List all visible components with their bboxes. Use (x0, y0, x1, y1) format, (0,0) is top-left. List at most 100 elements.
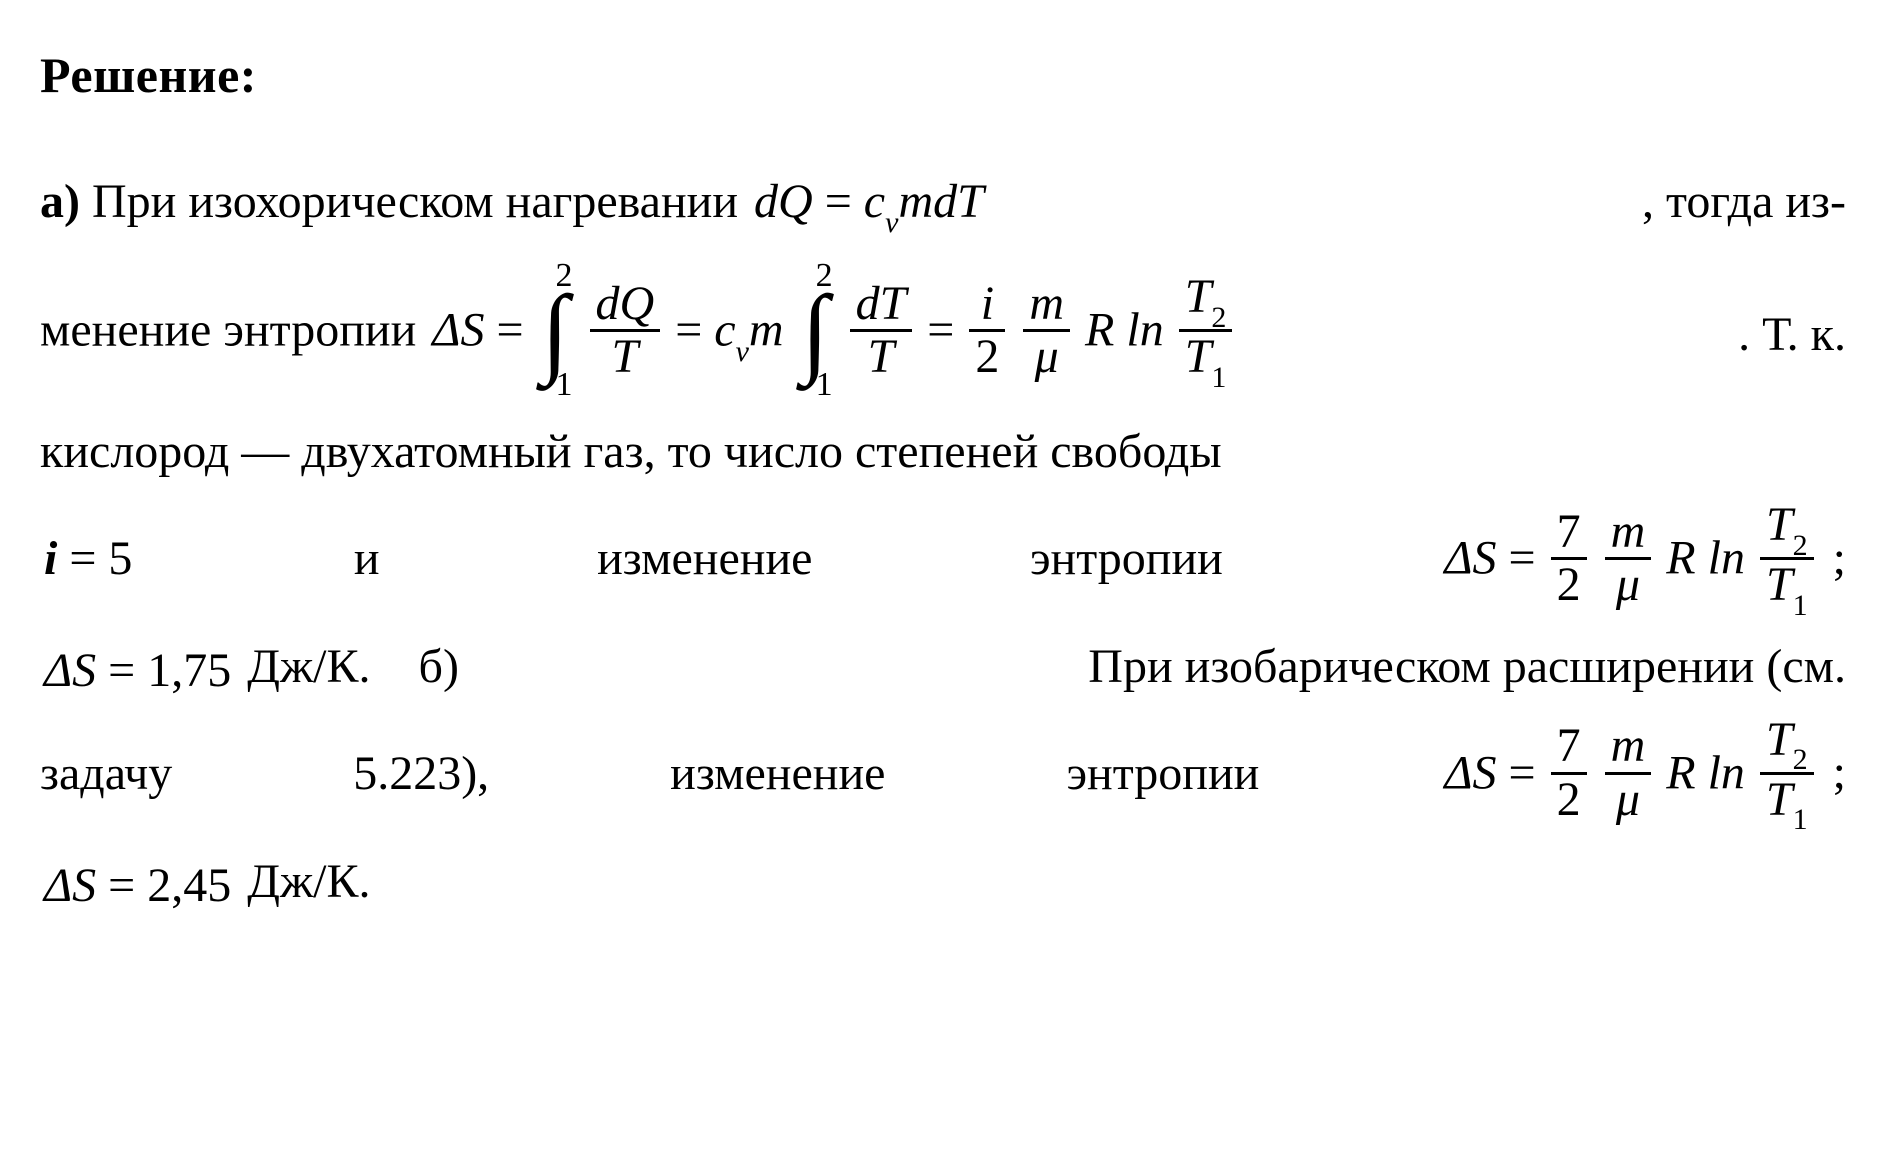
b-t2: задачу (40, 713, 172, 835)
frac2-den: T (850, 332, 913, 382)
bds-ln: ln (1696, 746, 1757, 799)
a-result: ΔS = 1,75 (44, 647, 231, 695)
ar-unit: Дж/К. (247, 640, 370, 693)
bds-T1: T (1766, 773, 1793, 826)
ds-eq3: = (927, 304, 966, 357)
part-a: а) При изохорическом нагревании dQ = cvm… (40, 141, 1846, 712)
i-val: 5 (108, 532, 132, 585)
int2-lo: 1 (816, 368, 833, 402)
f5-T: T (1185, 270, 1212, 323)
int1-sym: ∫ (538, 293, 573, 368)
int2-sym: ∫ (798, 293, 833, 368)
dQ-dT-T: T (957, 175, 984, 228)
bds-frac1: 7 2 (1551, 721, 1587, 825)
ds2-T1: T (1766, 558, 1793, 611)
f1-Q: Q (620, 277, 655, 330)
line-a3: кислород — двухатомный газ, то число сте… (40, 406, 1846, 497)
f5-2: 2 (1211, 301, 1226, 334)
ds2-DS: ΔS (1444, 532, 1496, 585)
heading: Решение: (40, 28, 1846, 123)
line-a2: менение энтропии ΔS = 2 ∫ 1 dQ T = cvm (40, 263, 1846, 406)
ds2-2: 2 (1793, 529, 1808, 562)
frac2-num: dT (850, 279, 913, 332)
dQ-d: d (754, 175, 778, 228)
line-a5: ΔS = 1,75 Дж/К. б) При изобарическом рас… (40, 621, 1846, 712)
bds-f1n: 7 (1551, 721, 1587, 774)
a-t7: изменение (597, 498, 812, 620)
ds-c: c (714, 304, 735, 357)
ds-m: m (749, 304, 784, 357)
bds-eq: = (1509, 746, 1548, 799)
b-semi: ; (1833, 746, 1846, 799)
a-right4: ΔS = 7 2 m μ R ln T2 T1 (1440, 498, 1846, 622)
frac-m-mu: m μ (1023, 279, 1070, 383)
i-eqs: = (69, 532, 108, 585)
dQ-eq: = (825, 175, 864, 228)
b-t1: При изобарическом расширении (см. (1088, 621, 1846, 712)
heading-text: Решение (40, 47, 240, 103)
ds2-ln: ln (1696, 532, 1757, 585)
ar-eq: = (108, 644, 147, 697)
frac5-num: T2 (1179, 272, 1233, 332)
f5d-1: 1 (1211, 361, 1226, 394)
ds2-eq: = (1509, 532, 1548, 585)
frac-T2-T1: T2 T1 (1179, 272, 1233, 389)
br-eq: = (108, 859, 147, 912)
a-t4: . Т. к. (1738, 274, 1846, 396)
int1: 2 ∫ 1 (538, 259, 573, 402)
ds2-f3d: T1 (1760, 560, 1814, 617)
int1-lo: 1 (556, 368, 573, 402)
br-val: 2,45 (147, 859, 231, 912)
frac-dT-T: dT T (850, 279, 913, 383)
ds-R: R (1085, 304, 1114, 357)
eq-dQ: dQ = cvmdT (754, 178, 984, 234)
eq-dS-main: ΔS = 2 ∫ 1 dQ T = cvm 2 ∫ (432, 263, 1235, 406)
a-t6: и (354, 498, 380, 620)
ds2-1: 1 (1793, 589, 1808, 622)
ds-eq2: = (675, 304, 714, 357)
f1-d: d (596, 277, 620, 330)
ds2-f1d: 2 (1551, 560, 1587, 610)
ds-eq: = (496, 304, 535, 357)
bds-1: 1 (1793, 803, 1808, 836)
bds-frac2: m μ (1605, 721, 1652, 825)
eq-dS2: ΔS = 7 2 m μ R ln T2 T1 (1444, 504, 1816, 621)
b-ref: 5.223), (353, 713, 489, 835)
dQ-c: c (864, 175, 885, 228)
a-t3: менение энтропии (40, 304, 428, 357)
b-t3: изменение (670, 713, 885, 835)
frac4-num: m (1023, 279, 1070, 332)
bds-2: 2 (1793, 743, 1808, 776)
ds-ln: ln (1114, 304, 1175, 357)
bds-f3n: T2 (1760, 715, 1814, 775)
ds2-f1n: 7 (1551, 507, 1587, 560)
frac1-den: T (590, 332, 661, 382)
bds-f2n: m (1605, 721, 1652, 774)
frac3-den: 2 (969, 332, 1005, 382)
dQ-dT-d: d (933, 175, 957, 228)
frac1-num: dQ (590, 279, 661, 332)
br-unit: Дж/К. (247, 855, 370, 908)
line-b2: ΔS = 2,45 Дж/К. (40, 836, 1846, 927)
i-var: i (44, 532, 57, 585)
ar-val: 1,75 (147, 644, 231, 697)
ds2-f2d: μ (1605, 560, 1652, 610)
eq-b-dS: ΔS = 7 2 m μ R ln T2 T1 (1444, 719, 1816, 836)
ar-DS: ΔS (44, 644, 96, 697)
dQ-c-sub: v (885, 206, 898, 239)
bds-f3d: T1 (1760, 775, 1814, 832)
heading-colon: : (240, 47, 257, 103)
ds-DS: ΔS (432, 304, 484, 357)
int2: 2 ∫ 1 (798, 259, 833, 402)
b-result: ΔS = 2,45 (44, 862, 231, 910)
b-marker: б) (419, 640, 459, 693)
bds-DS: ΔS (1444, 746, 1496, 799)
ds2-frac1: 7 2 (1551, 507, 1587, 611)
a-t2: , тогда из- (1642, 141, 1846, 263)
bds-T2: T (1766, 713, 1793, 766)
line-a1: а) При изохорическом нагревании dQ = cvm… (40, 141, 1846, 263)
ds2-T2: T (1766, 498, 1793, 551)
a-semi: ; (1833, 532, 1846, 585)
ds2-f2n: m (1605, 507, 1652, 560)
frac5-den: T1 (1179, 332, 1233, 389)
